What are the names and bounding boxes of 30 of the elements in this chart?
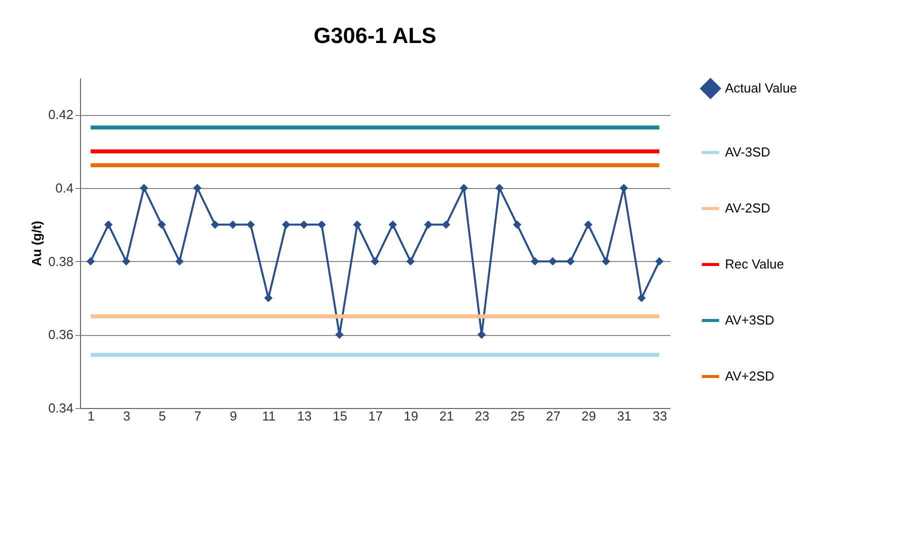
legend-label: AV-3SD [725, 144, 770, 160]
x-tick-label: 11 [262, 408, 276, 424]
x-tick-label: 7 [194, 408, 202, 424]
legend-label: AV+2SD [725, 368, 774, 384]
legend-label: Rec Value [725, 256, 784, 272]
legend-label: Actual Value [725, 80, 798, 96]
x-tick-label: 13 [297, 408, 312, 424]
y-tick-label: 0.34 [48, 400, 74, 416]
legend-label: AV+3SD [725, 312, 774, 328]
y-tick-label: 0.36 [48, 327, 74, 342]
x-tick-label: 5 [158, 408, 166, 424]
x-tick-label: 3 [123, 408, 130, 424]
x-tick-label: 17 [368, 408, 383, 424]
x-tick-label: 31 [617, 408, 632, 424]
y-tick-label: 0.4 [55, 180, 74, 196]
x-tick-label: 1 [88, 408, 95, 424]
x-tick-label: 21 [439, 408, 454, 424]
x-tick-label: 27 [546, 408, 560, 424]
y-axis-title: Au (g/t) [29, 220, 44, 266]
x-tick-label: 9 [230, 408, 237, 424]
x-tick-label: 29 [582, 408, 596, 424]
x-tick-label: 25 [510, 408, 525, 424]
x-tick-label: 15 [332, 408, 348, 424]
y-tick-label: 0.42 [48, 107, 74, 122]
legend-label: AV-2SD [725, 200, 770, 216]
y-tick-label: 0.38 [48, 254, 74, 269]
x-tick-label: 33 [652, 408, 668, 424]
chart-title: G306-1 ALS [314, 23, 436, 48]
x-tick-label: 23 [474, 408, 490, 424]
x-tick-label: 19 [404, 408, 418, 424]
